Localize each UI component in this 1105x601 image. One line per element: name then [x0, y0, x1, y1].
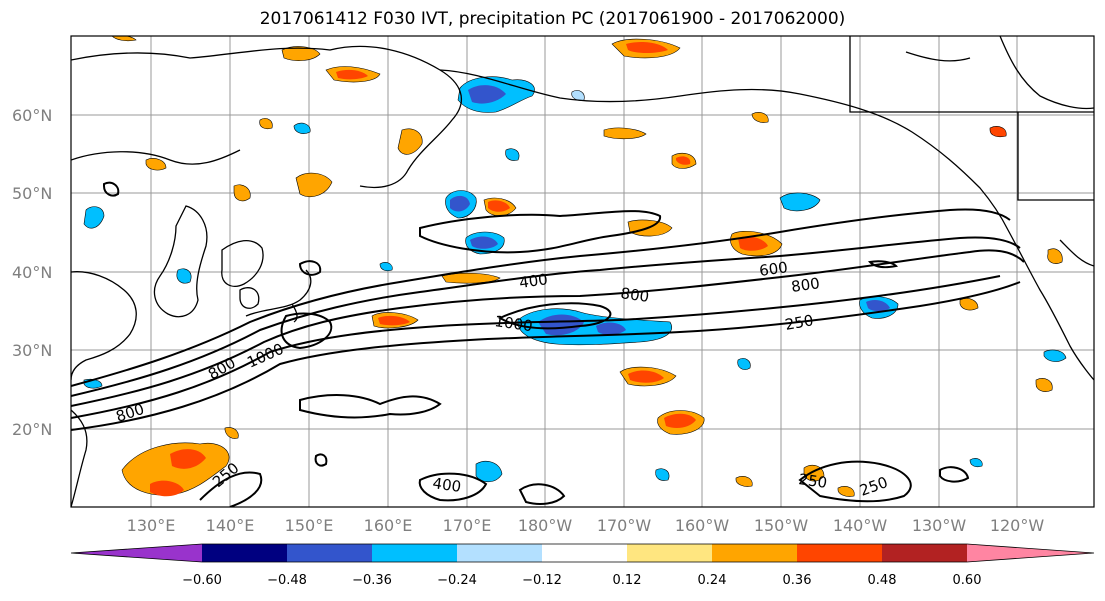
- lon-tick: 160°E: [364, 516, 413, 535]
- colorbar-segment: [797, 544, 882, 562]
- lon-tick: 170°W: [597, 516, 652, 535]
- lon-tick: 140°E: [206, 516, 255, 535]
- lon-tick: 160°W: [675, 516, 730, 535]
- lon-tick: 130°W: [912, 516, 967, 535]
- contour-label: 400: [518, 270, 549, 292]
- colorbar-tick: −0.60: [182, 573, 222, 588]
- latitude-labels: 60°N 50°N 40°N 30°N 20°N: [12, 106, 52, 439]
- map-frame: [70, 35, 1095, 508]
- colorbar-segment: [287, 544, 372, 562]
- ivt-contours: [71, 181, 1025, 507]
- lon-tick: 150°W: [754, 516, 809, 535]
- colorbar-extend-high: [967, 544, 1094, 562]
- precip-negative-patches: [83, 76, 1067, 483]
- longitude-labels: 130°E 140°E 150°E 160°E 170°E 180°W 170°…: [127, 516, 1045, 535]
- contour-label: 1000: [493, 312, 533, 335]
- lon-tick: 120°W: [990, 516, 1045, 535]
- lon-tick: 140°W: [833, 516, 888, 535]
- colorbar-segment: [882, 544, 967, 562]
- coastlines: [71, 36, 1094, 507]
- contour-label: 800: [790, 274, 821, 296]
- colorbar-extend-low: [71, 544, 202, 562]
- lon-tick: 170°E: [443, 516, 492, 535]
- colorbar-segment: [712, 544, 797, 562]
- lat-tick: 50°N: [12, 184, 52, 203]
- lon-tick: 150°E: [285, 516, 334, 535]
- colorbar-tick: −0.24: [437, 573, 477, 588]
- colorbar-tick: 0.12: [613, 573, 642, 588]
- colorbar-segment: [457, 544, 542, 562]
- lon-tick: 130°E: [127, 516, 176, 535]
- colorbar: −0.60 −0.48 −0.36 −0.24 −0.12 0.12 0.24 …: [70, 543, 1095, 588]
- map-title: 2017061412 F030 IVT, precipitation PC (2…: [259, 9, 846, 29]
- colorbar-segment: [372, 544, 457, 562]
- colorbar-tick: −0.12: [522, 573, 562, 588]
- lon-tick: 180°W: [518, 516, 573, 535]
- lat-tick: 40°N: [12, 263, 52, 282]
- colorbar-tick: 0.60: [953, 573, 982, 588]
- colorbar-segment: [627, 544, 712, 562]
- gridlines: [71, 36, 1094, 507]
- colorbar-segment: [542, 544, 627, 562]
- lat-tick: 60°N: [12, 106, 52, 125]
- colorbar-tick: −0.48: [267, 573, 307, 588]
- colorbar-tick: −0.36: [352, 573, 392, 588]
- colorbar-tick: 0.36: [783, 573, 812, 588]
- contour-label: 250: [784, 311, 815, 334]
- contour-label: 600: [758, 258, 789, 280]
- contour-label: 400: [431, 474, 462, 496]
- colorbar-tick: 0.48: [868, 573, 897, 588]
- contour-label: 250: [797, 470, 828, 492]
- precip-positive-patches: [111, 36, 1063, 497]
- contour-label: 800: [619, 284, 650, 306]
- colorbar-tick: 0.24: [698, 573, 727, 588]
- lat-tick: 30°N: [12, 341, 52, 360]
- lat-tick: 20°N: [12, 420, 52, 439]
- colorbar-segment: [202, 544, 287, 562]
